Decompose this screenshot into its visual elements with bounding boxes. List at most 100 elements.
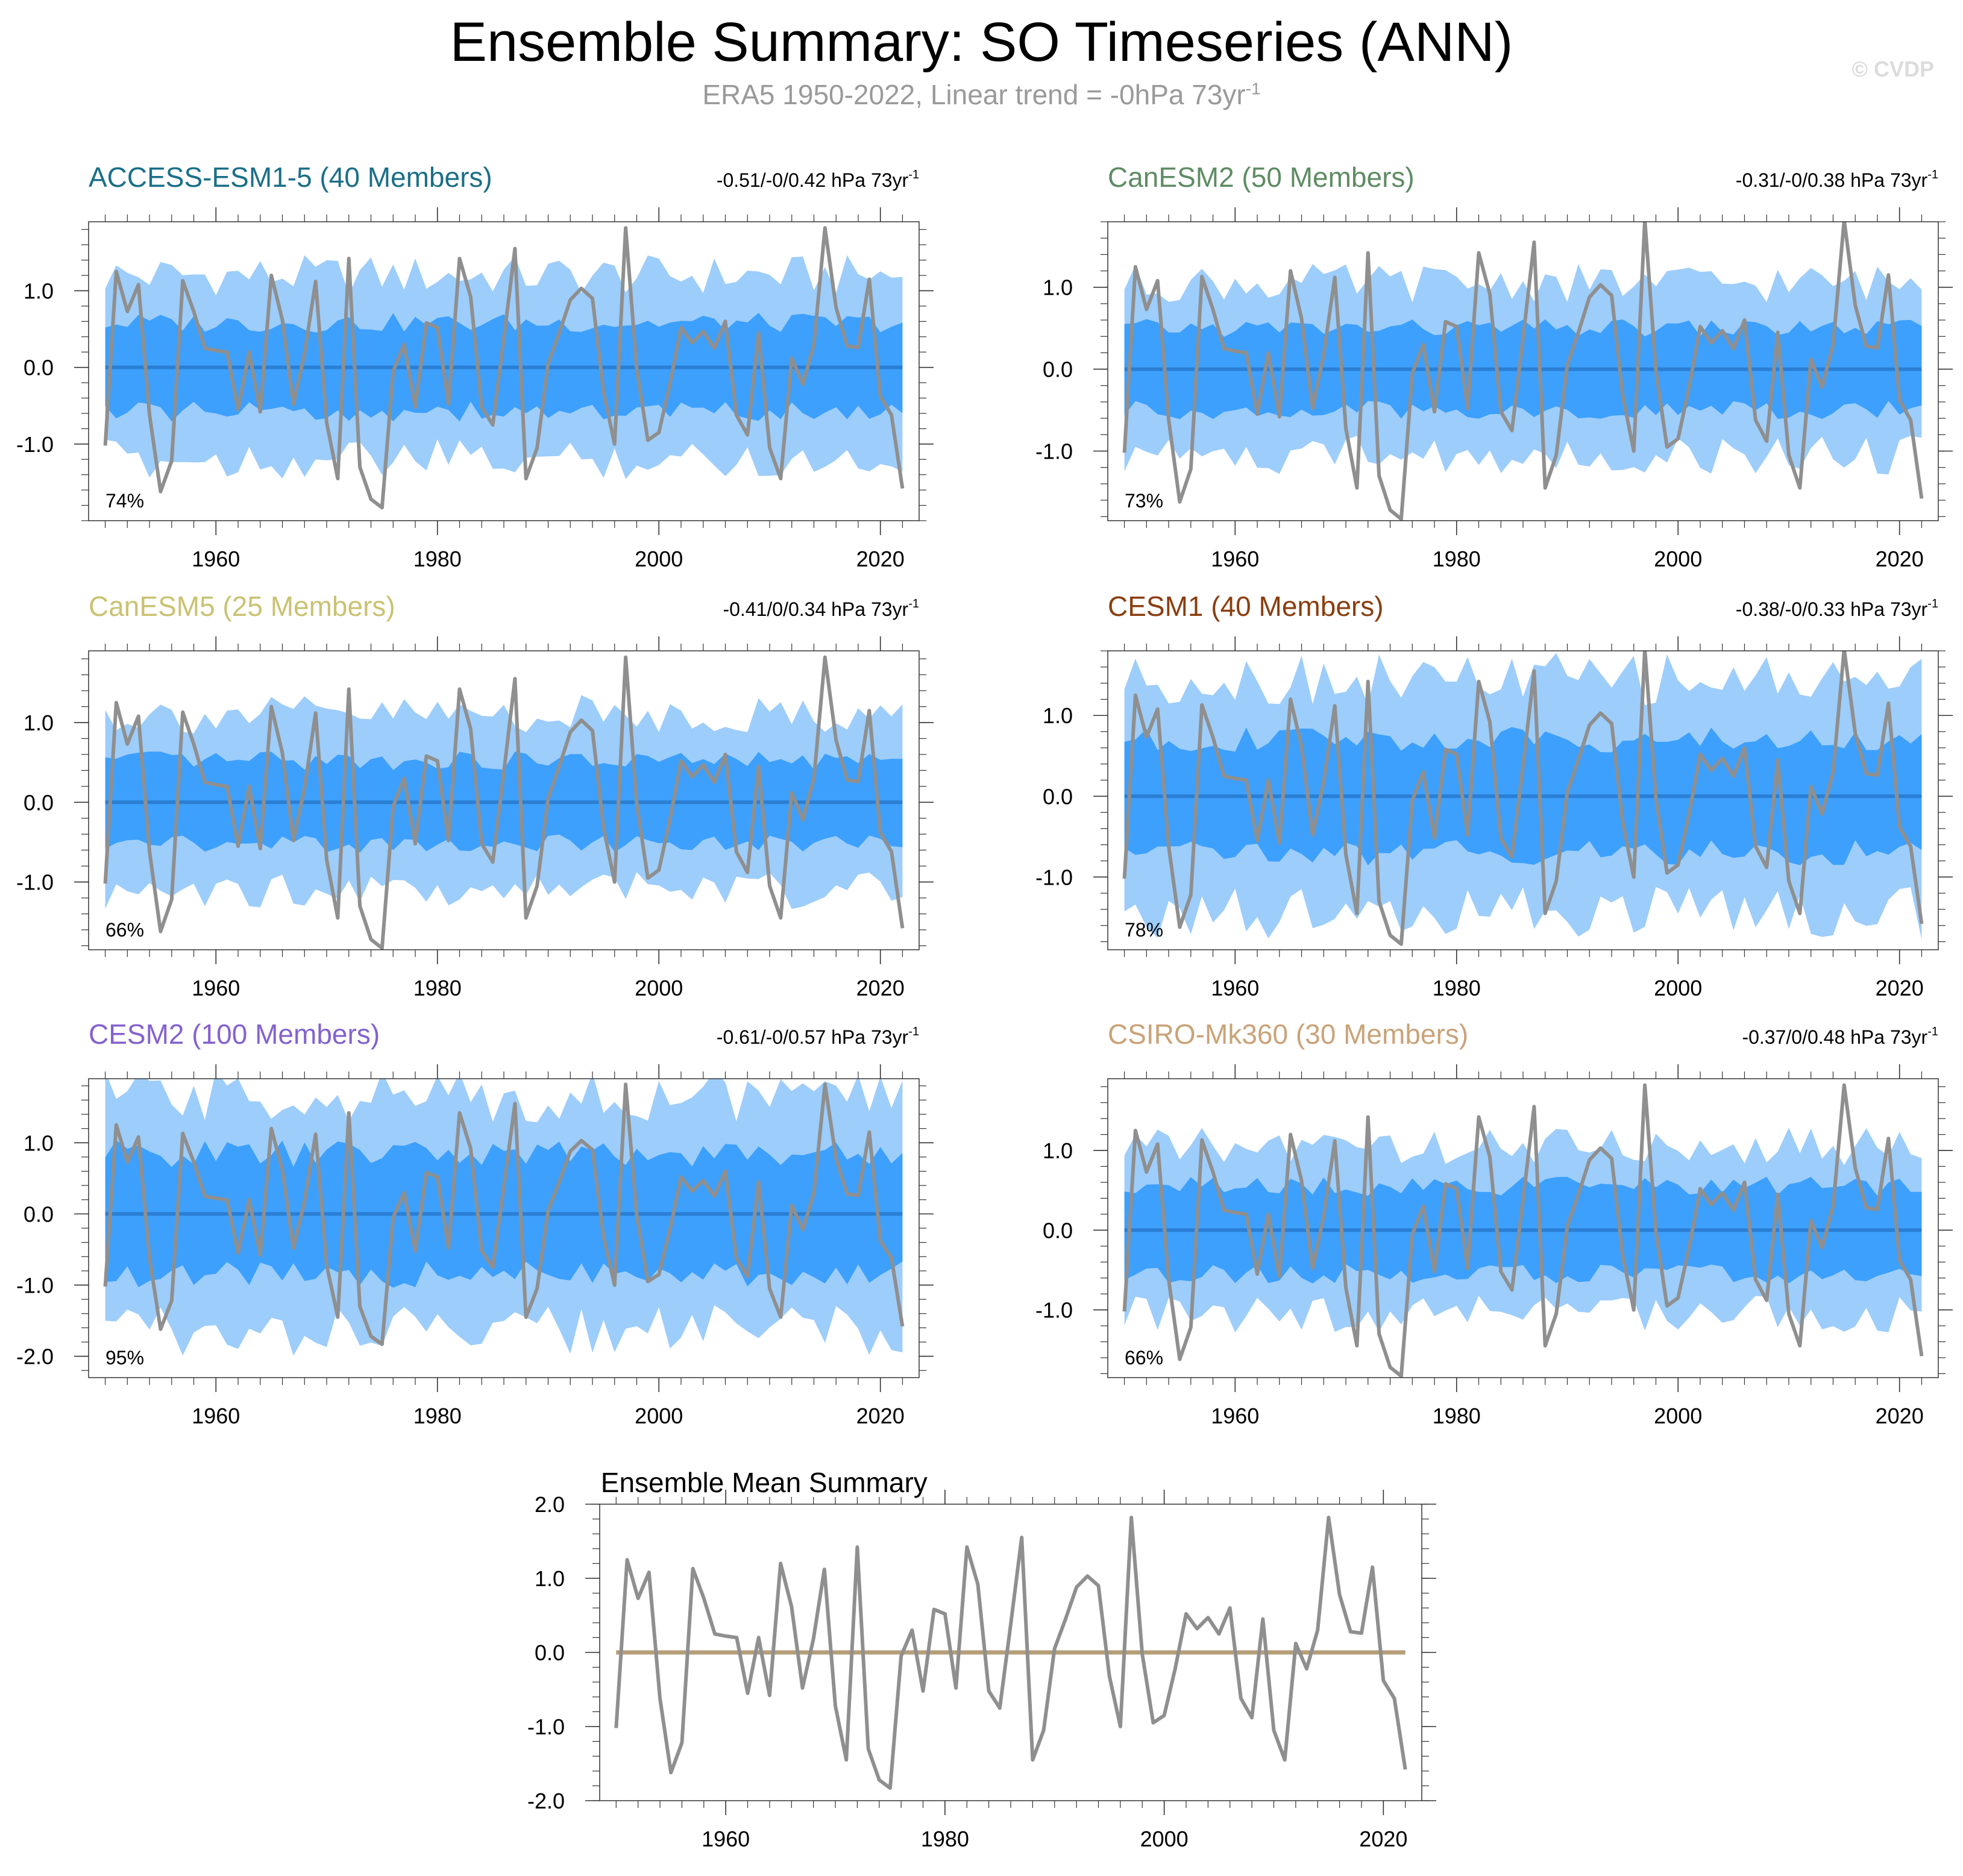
- trend-exponent: -1: [908, 1025, 919, 1038]
- y-tick-label: -1.0: [1035, 865, 1073, 889]
- y-tick-label: 1.0: [1043, 1138, 1073, 1163]
- x-tick-label: 1980: [921, 1827, 969, 1851]
- plot-area: [103, 226, 905, 510]
- panel-trend: -0.61/-0/0.57 hPa 73yr-1: [717, 1025, 919, 1048]
- x-tick-label: 1960: [192, 976, 240, 1000]
- x-tick-label: 1960: [192, 547, 240, 571]
- x-tick-label: 2000: [635, 976, 683, 1000]
- x-tick-label: 1980: [1433, 976, 1481, 1000]
- panel-1: ACCESS-ESM1-5 (40 Members) -0.51/-0/0.42 …: [16, 162, 934, 571]
- percent-label: 73%: [1125, 490, 1163, 512]
- trend-exponent: -1: [1927, 1025, 1938, 1038]
- y-tick-label: -1.0: [1035, 1298, 1073, 1323]
- trend-text: -0.38/-0/0.33 hPa 73yr: [1736, 598, 1928, 620]
- y-tick-label: 0.0: [1043, 1218, 1073, 1243]
- panel-title: Ensemble Mean Summary: [601, 1467, 928, 1498]
- x-tick-label: 1980: [413, 976, 462, 1000]
- x-tick-label: 2000: [635, 1404, 683, 1428]
- y-tick-label: 1.0: [24, 1131, 54, 1155]
- panel-trend: -0.37/0/0.48 hPa 73yr-1: [1742, 1025, 1938, 1048]
- y-tick-label: 0.0: [1043, 784, 1073, 809]
- x-tick-label: 1980: [413, 1404, 462, 1428]
- y-tick-label: 2.0: [535, 1492, 565, 1517]
- copyright-watermark: © CVDP: [1852, 57, 1934, 81]
- x-tick-label: 2000: [1140, 1827, 1189, 1851]
- y-tick-label: 1.0: [24, 711, 54, 735]
- panel-title: CanESM5 (25 Members): [89, 591, 395, 622]
- panel-title: CESM1 (40 Members): [1108, 591, 1384, 622]
- panel-trend: -0.51/-0/0.42 hPa 73yr-1: [717, 168, 919, 191]
- panel-title: CESM2 (100 Members): [89, 1018, 380, 1050]
- y-tick-label: -1.0: [1035, 439, 1073, 463]
- panel-2: CanESM2 (50 Members) -0.31/-0/0.38 hPa 73…: [1035, 162, 1953, 571]
- y-tick-label: 0.0: [24, 356, 54, 380]
- panel-trend: -0.31/-0/0.38 hPa 73yr-1: [1736, 168, 1938, 191]
- x-tick-label: 2000: [635, 547, 683, 571]
- subtitle-text: ERA5 1950-2022, Linear trend = -0hPa 73y…: [702, 79, 1246, 110]
- trend-text: -0.51/-0/0.42 hPa 73yr: [717, 169, 909, 191]
- percent-label: 78%: [1125, 919, 1163, 941]
- panel-title: CSIRO-Mk360 (30 Members): [1108, 1018, 1468, 1050]
- panel-3: CanESM5 (25 Members) -0.41/0/0.34 hPa 73y…: [16, 591, 934, 1000]
- trend-exponent: -1: [908, 168, 919, 181]
- y-tick-label: 0.0: [24, 1202, 54, 1226]
- plot-area: [1122, 222, 1924, 521]
- figure-title: Ensemble Summary: SO Timeseries (ANN): [450, 11, 1513, 73]
- panel-5: CESM2 (100 Members) -0.61/-0/0.57 hPa 73y…: [16, 1018, 934, 1428]
- x-tick-label: 2020: [1876, 547, 1924, 571]
- trend-exponent: -1: [908, 597, 919, 610]
- x-tick-label: 1980: [413, 547, 462, 571]
- y-tick-label: 1.0: [24, 278, 54, 303]
- x-tick-label: 1960: [702, 1827, 750, 1851]
- x-tick-label: 1960: [192, 1404, 240, 1428]
- y-tick-label: 1.0: [1043, 275, 1073, 300]
- y-tick-label: -1.0: [16, 1273, 54, 1297]
- observed-line: [103, 655, 905, 950]
- plot-area: [103, 655, 905, 950]
- observed-line: [103, 1082, 905, 1346]
- x-tick-label: 2020: [856, 976, 905, 1000]
- y-tick-label: 0.0: [1043, 357, 1073, 382]
- x-tick-label: 2020: [856, 547, 905, 571]
- panel-7: Ensemble Mean Summary 1960 1980 2000 2020 2.0…: [527, 1467, 1436, 1851]
- panel-title: ACCESS-ESM1-5 (40 Members): [89, 162, 492, 193]
- x-tick-label: 2020: [1876, 1404, 1924, 1428]
- figure-subtitle: ERA5 1950-2022, Linear trend = -0hPa 73y…: [0, 78, 1963, 111]
- panel-trend: -0.41/0/0.34 hPa 73yr-1: [723, 597, 919, 620]
- y-tick-label: -1.0: [527, 1714, 565, 1739]
- panel-4: CESM1 (40 Members) -0.38/-0/0.33 hPa 73yr…: [1035, 591, 1953, 1000]
- percent-label: 74%: [105, 490, 144, 512]
- subtitle-exponent: -1: [1245, 79, 1261, 98]
- trend-text: -0.61/-0/0.57 hPa 73yr: [717, 1026, 909, 1048]
- y-tick-label: -2.0: [16, 1344, 54, 1369]
- percent-label: 66%: [105, 919, 144, 941]
- trend-text: -0.41/0/0.34 hPa 73yr: [723, 598, 908, 620]
- plot-area: [103, 1079, 905, 1356]
- y-tick-label: -2.0: [527, 1789, 565, 1813]
- x-tick-label: 1960: [1211, 976, 1259, 1000]
- x-tick-label: 1980: [1433, 547, 1481, 571]
- panel-title: CanESM2 (50 Members): [1108, 162, 1415, 193]
- trend-exponent: -1: [1927, 168, 1938, 181]
- x-tick-label: 2000: [1654, 976, 1702, 1000]
- observed-line: [614, 1516, 1407, 1790]
- x-tick-label: 2020: [1876, 976, 1924, 1000]
- y-tick-label: 1.0: [535, 1566, 565, 1591]
- x-tick-label: 1960: [1211, 1404, 1259, 1428]
- observed-line: [1122, 651, 1924, 946]
- y-tick-label: 1.0: [1043, 703, 1073, 728]
- plot-area: [1122, 651, 1924, 946]
- percent-label: 66%: [1125, 1347, 1163, 1369]
- y-tick-label: -1.0: [16, 432, 54, 457]
- observed-line: [1122, 222, 1924, 521]
- percent-label: 95%: [105, 1347, 144, 1369]
- panel-trend: -0.38/-0/0.33 hPa 73yr-1: [1736, 597, 1938, 620]
- observed-line: [103, 226, 905, 510]
- x-tick-label: 1980: [1433, 1404, 1481, 1428]
- trend-exponent: -1: [1927, 597, 1938, 610]
- x-tick-label: 2020: [1359, 1827, 1407, 1851]
- trend-text: -0.31/-0/0.38 hPa 73yr: [1736, 169, 1928, 191]
- plot-area: [614, 1516, 1407, 1790]
- y-tick-label: 0.0: [24, 790, 54, 815]
